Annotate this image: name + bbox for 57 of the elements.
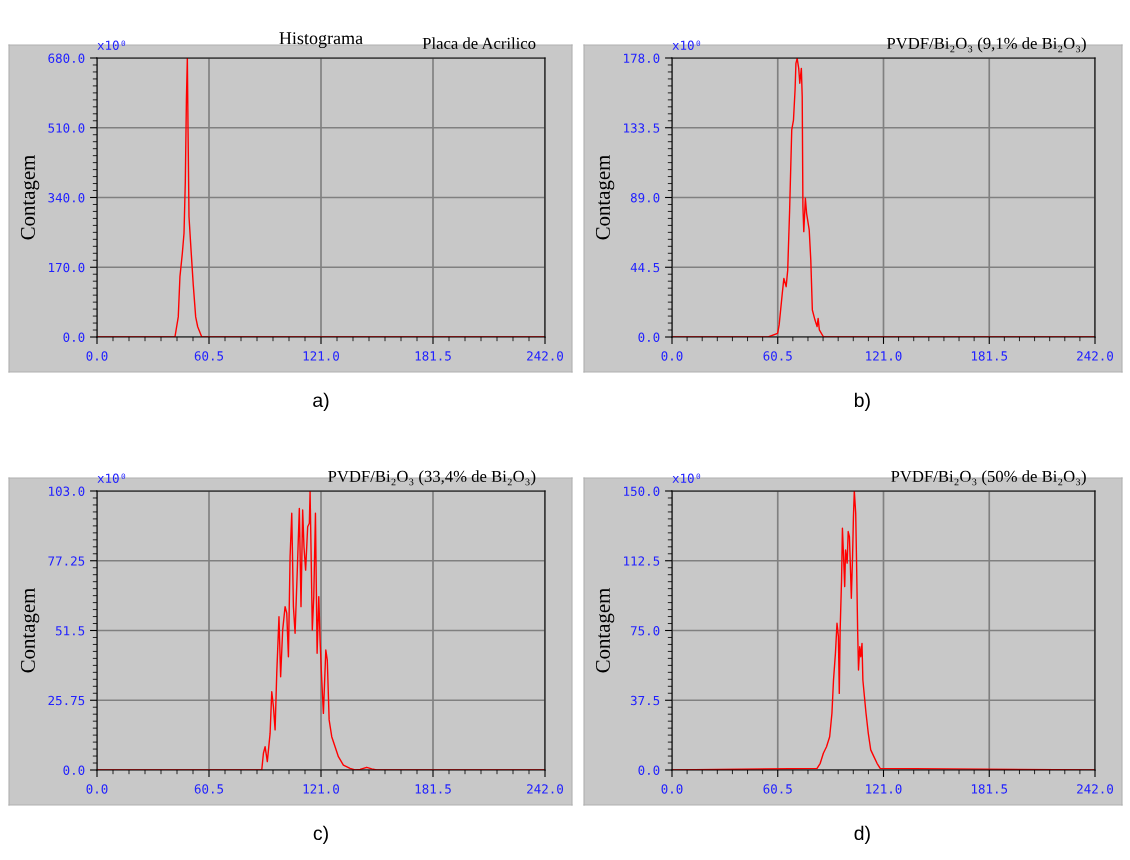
x-tick-label: 181.5: [415, 351, 451, 361]
y-tick-label: 37.5: [630, 695, 660, 706]
x-tick-label: 121.0: [303, 784, 339, 794]
x-tick-label: 242.0: [527, 784, 563, 794]
y-tick-label: 510.0: [48, 123, 85, 133]
y-axis-title: Contagem: [20, 588, 40, 673]
y-tick-label: 112.5: [624, 556, 660, 566]
text: a): [313, 392, 329, 411]
y-tick-label: 25.75: [48, 695, 85, 706]
y-tick-label: 0.0: [63, 765, 85, 775]
y-tick-label: 44.5: [630, 262, 660, 273]
y-tick-label: 178.0: [624, 53, 660, 63]
y-tick-label: 150.0: [624, 486, 660, 496]
text: c): [313, 825, 328, 844]
x-tick-label: 181.5: [971, 784, 1008, 794]
y-tick-label: 0.0: [638, 765, 660, 775]
chart-title: PVDF/Bi₂O₃ (33,4% de Bi₂O₃): [328, 470, 536, 486]
y-tick-label: 0.0: [638, 332, 660, 342]
chart-title: PVDF/Bi₂O₃ (9,1% de Bi₂O₃): [886, 37, 1086, 53]
x-tick-label: 0.0: [661, 784, 683, 794]
y-tick-label: 51.5: [55, 626, 85, 636]
text: x10⁰: [672, 473, 701, 483]
x-tick-label: 0.0: [661, 351, 683, 361]
x-tick-label: 121.0: [866, 784, 902, 794]
y-axis-title: Contagem: [20, 155, 40, 240]
x-tick-label: 121.0: [866, 351, 902, 361]
y-axis-title: Contagem: [595, 155, 615, 240]
y-tick-label: 0.0: [63, 332, 85, 342]
chart-title: PVDF/Bi₂O₃ (50% de Bi₂O₃): [891, 470, 1086, 486]
chart-title: Histograma: [279, 32, 363, 49]
y-tick-label: 170.0: [49, 262, 85, 273]
text: x10⁰: [672, 40, 701, 50]
x-tick-label: 181.5: [971, 351, 1008, 361]
x-tick-label: 60.5: [763, 784, 792, 794]
y-tick-label: 133.5: [624, 123, 660, 133]
x-tick-label: 60.5: [763, 351, 792, 361]
y-tick-label: 680.0: [48, 53, 85, 63]
x-tick-label: 242.0: [527, 351, 563, 361]
x-tick-label: 60.5: [194, 351, 224, 361]
x-tick-label: 121.0: [303, 351, 339, 361]
x-tick-label: 181.5: [415, 784, 451, 794]
x-tick-label: 242.0: [1077, 351, 1113, 361]
y-axis-title: Contagem: [595, 588, 615, 673]
x-tick-label: 0.0: [86, 351, 108, 361]
chart-subtitle: Placa de Acrilico: [422, 37, 536, 50]
text: x10⁰: [97, 473, 126, 483]
x-tick-label: 0.0: [86, 784, 108, 794]
text: d): [854, 825, 870, 844]
text: x10⁰: [97, 40, 126, 50]
x-tick-label: 60.5: [194, 784, 224, 794]
x-tick-label: 242.0: [1077, 784, 1113, 794]
y-tick-label: 340.0: [48, 193, 85, 203]
y-tick-label: 89.0: [630, 193, 660, 203]
y-tick-label: 103.0: [49, 486, 85, 496]
y-tick-label: 75.0: [630, 626, 660, 636]
y-tick-label: 77.25: [48, 556, 85, 566]
text: b): [854, 392, 870, 411]
